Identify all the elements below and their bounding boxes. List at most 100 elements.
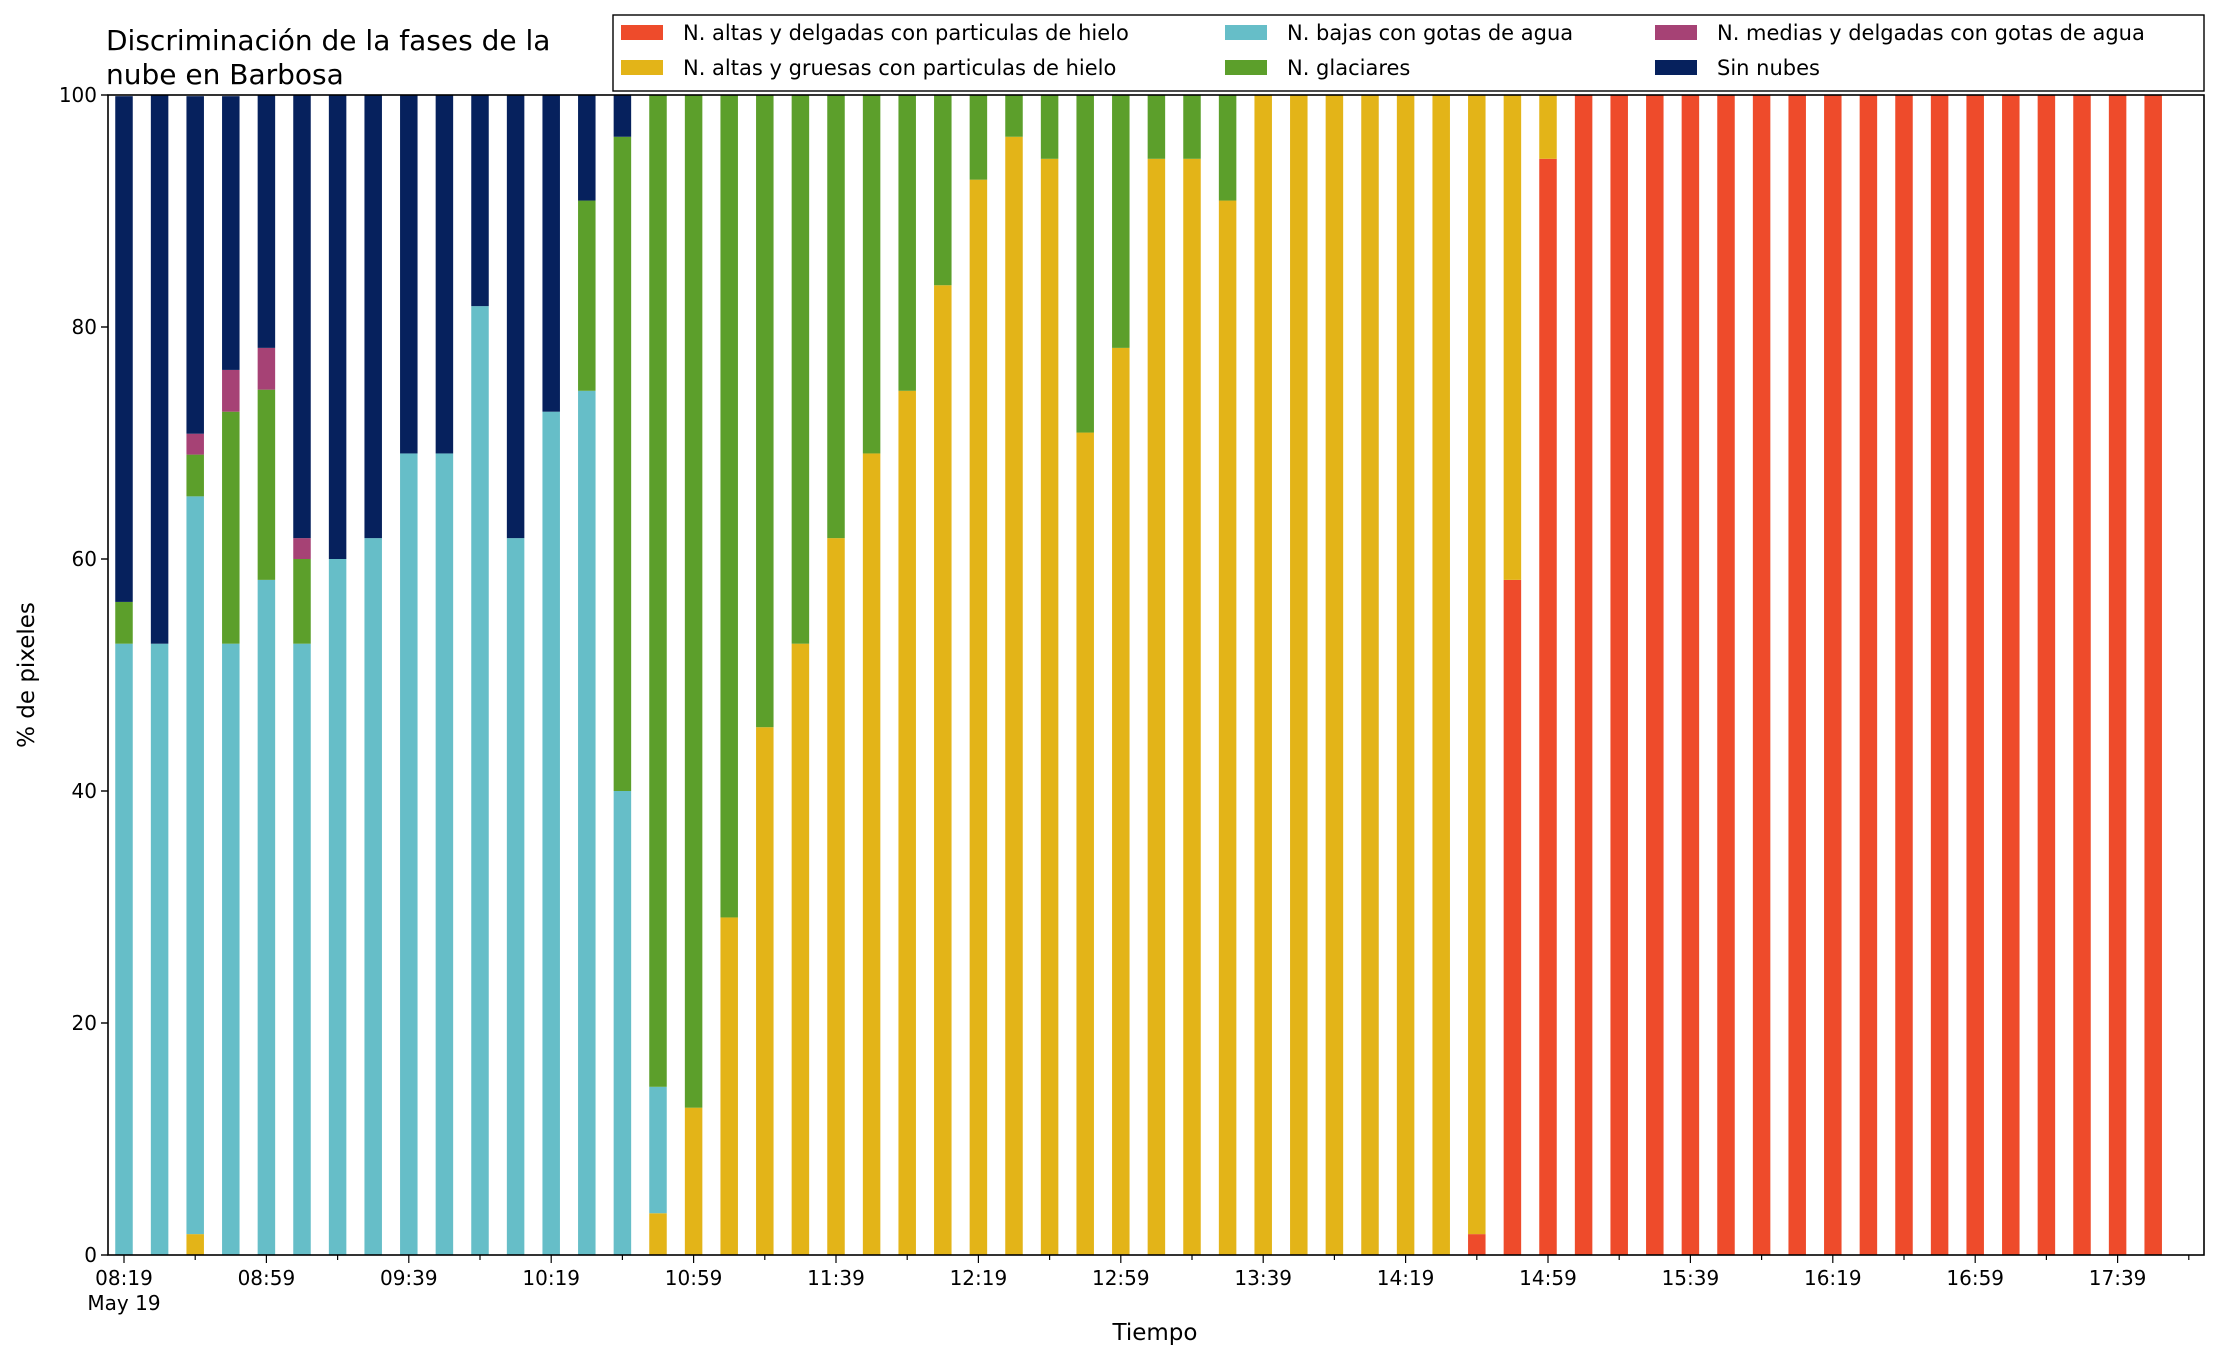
- bar-segment: [1788, 95, 1806, 1255]
- bar-segment: [613, 95, 632, 137]
- bar-segment: [471, 95, 489, 307]
- bar-segment: [1681, 95, 1700, 1255]
- bar-segment: [578, 95, 596, 201]
- bar-segment: [1752, 95, 1771, 1255]
- bar-segment: [222, 369, 240, 412]
- bar-segment: [613, 136, 632, 791]
- bar-segment: [1254, 95, 1272, 1255]
- bar-segment: [222, 643, 240, 1255]
- bar-segment: [542, 411, 560, 1255]
- bar-segment: [1966, 95, 1984, 1255]
- bar-segment: [435, 95, 454, 454]
- bar-segment: [115, 601, 133, 644]
- bar-segment: [364, 538, 382, 1255]
- y-tick-label: 40: [72, 779, 97, 803]
- legend-label: N. altas y gruesas con particulas de hie…: [683, 56, 1116, 80]
- x-tick-label: 11:39: [807, 1266, 865, 1290]
- bar-segment: [1040, 158, 1059, 1255]
- bar-segment: [1574, 95, 1593, 1255]
- bar-segment: [1218, 95, 1237, 201]
- bar-segment: [115, 643, 133, 1255]
- bar-segment: [1076, 432, 1094, 1255]
- y-tick-label: 60: [72, 547, 97, 571]
- bars-group: [115, 95, 2162, 1256]
- bar-segment: [2108, 95, 2127, 1255]
- bar-segment: [364, 95, 382, 539]
- bar-segment: [1646, 95, 1664, 1255]
- y-tick-label: 80: [72, 315, 97, 339]
- x-tick-label: 12:59: [1092, 1266, 1150, 1290]
- y-tick-label: 100: [59, 83, 97, 107]
- legend-label: N. altas y delgadas con particulas de hi…: [683, 21, 1129, 45]
- y-axis-ticks: 0 20 40 60 80 100: [59, 83, 108, 1267]
- bar-segment: [186, 96, 204, 434]
- bar-segment: [400, 95, 418, 454]
- bar-segment: [1396, 95, 1415, 1255]
- bar-segment: [684, 95, 703, 1108]
- bar-segment: [969, 95, 988, 180]
- bar-segment: [2144, 95, 2162, 1255]
- legend-swatch: [621, 60, 663, 75]
- y-axis-label: % de pixeles: [14, 602, 40, 748]
- chart-title-line-2: nube en Barbosa: [106, 58, 344, 91]
- bar-segment: [791, 95, 810, 644]
- bar-segment: [898, 390, 916, 1255]
- bar-segment: [578, 200, 596, 391]
- bar-segment: [435, 453, 454, 1255]
- bar-segment: [1468, 95, 1486, 1235]
- bar-segment: [1824, 95, 1842, 1255]
- legend-swatch: [1655, 25, 1697, 40]
- bar-segment: [1503, 95, 1522, 580]
- bar-segment: [684, 1107, 703, 1255]
- bar-segment: [115, 96, 133, 602]
- bar-segment: [1005, 95, 1023, 137]
- bar-segment: [862, 95, 881, 454]
- y-tick-label: 0: [84, 1243, 97, 1267]
- legend-swatch: [1225, 60, 1267, 75]
- x-tick-label: 13:39: [1234, 1266, 1292, 1290]
- bar-segment: [293, 643, 311, 1255]
- bar-segment: [649, 1213, 667, 1255]
- y-tick-label: 20: [72, 1011, 97, 1035]
- bar-segment: [2002, 95, 2020, 1255]
- x-tick-sublabel: May 19: [87, 1291, 160, 1315]
- bar-segment: [328, 559, 347, 1255]
- x-tick-label: 08:59: [238, 1266, 296, 1290]
- x-tick-label: 17:39: [2089, 1266, 2147, 1290]
- bar-segment: [1183, 95, 1201, 159]
- bar-segment: [257, 347, 276, 390]
- x-tick-label: 16:59: [1946, 1266, 2004, 1290]
- legend-swatch: [1225, 25, 1267, 40]
- bar-segment: [898, 95, 916, 391]
- bar-segment: [791, 643, 810, 1255]
- x-axis-label: Tiempo: [1112, 1320, 1198, 1346]
- bar-segment: [1361, 95, 1379, 1255]
- bar-segment: [613, 791, 632, 1255]
- plot-frame: [107, 94, 2205, 1256]
- legend-box: [612, 14, 2205, 92]
- bar-segment: [1147, 158, 1166, 1255]
- x-tick-label: 12:19: [950, 1266, 1008, 1290]
- legend-label: Sin nubes: [1717, 56, 1820, 80]
- bar-segment: [1147, 95, 1166, 159]
- bar-segment: [186, 496, 204, 1235]
- bar-segment: [186, 1234, 204, 1255]
- bar-segment: [257, 95, 276, 348]
- bar-segment: [720, 917, 738, 1255]
- bar-segment: [969, 179, 988, 1256]
- x-tick-label: 16:19: [1804, 1266, 1862, 1290]
- bar-segment: [222, 96, 240, 370]
- bar-segment: [862, 453, 881, 1255]
- bar-segment: [1112, 95, 1130, 348]
- bar-segment: [293, 559, 311, 644]
- bar-segment: [400, 453, 418, 1255]
- bar-segment: [1503, 579, 1522, 1255]
- bar-segment: [542, 95, 560, 412]
- chart-title-line-1: Discriminación de la fases de la: [106, 24, 550, 57]
- bar-segment: [1539, 95, 1557, 159]
- bar-segment: [1539, 158, 1557, 1255]
- bar-segment: [1290, 95, 1308, 1255]
- x-tick-label: 10:19: [522, 1266, 580, 1290]
